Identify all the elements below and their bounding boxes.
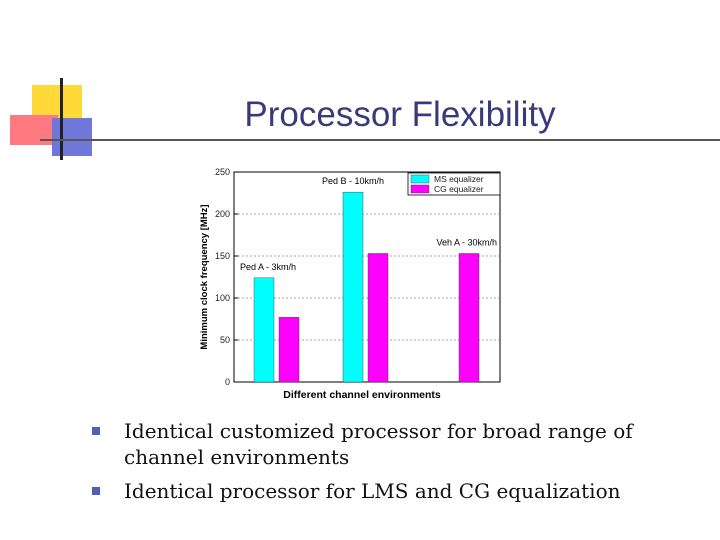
y-tick-label: 0 xyxy=(225,377,230,387)
y-tick-label: 150 xyxy=(215,251,230,261)
bullet-text: Identical customized processor for broad… xyxy=(124,419,633,469)
legend-swatch-cg xyxy=(410,184,430,194)
decor-vertical-line xyxy=(60,78,63,160)
bullet-list: Identical customized processor for broad… xyxy=(92,418,692,512)
bar-chart: 0 50 100 150 200 250 Minimum clock frequency [… xyxy=(199,168,501,401)
bullet-item: Identical customized processor for broad… xyxy=(92,418,692,470)
decor-blue-square xyxy=(52,118,92,156)
category-label: Ped B - 10km/h xyxy=(322,176,384,186)
bullet-text: Identical processor for LMS and CG equal… xyxy=(124,479,621,503)
bullet-square-icon xyxy=(92,427,100,435)
legend-swatch-ms xyxy=(410,174,430,184)
plot-area xyxy=(233,171,501,383)
x-axis-label: Different channel environments xyxy=(283,389,441,401)
y-tick-label: 100 xyxy=(215,293,230,303)
bullet-item: Identical processor for LMS and CG equal… xyxy=(92,478,692,504)
bullet-square-icon xyxy=(92,487,100,495)
legend-label: MS equalizer xyxy=(434,174,484,184)
bar-cg xyxy=(458,253,480,383)
bar-cg xyxy=(367,253,389,383)
category-label: Ped A - 3km/h xyxy=(240,262,296,272)
y-tick-label: 250 xyxy=(215,168,230,177)
category-label: Veh A - 30km/h xyxy=(436,237,497,247)
y-tick-label: 50 xyxy=(220,335,230,345)
bar-cg xyxy=(278,317,300,383)
legend-label: CG equalizer xyxy=(434,184,484,194)
title-divider-line xyxy=(40,139,720,141)
y-axis-label: Minimum clock frequency [MHz] xyxy=(199,204,210,349)
bar-ms xyxy=(253,277,275,383)
slide-title: Processor Flexibility xyxy=(244,95,556,134)
legend xyxy=(407,172,501,196)
y-tick-label: 200 xyxy=(215,209,230,219)
bar-ms xyxy=(342,191,364,383)
